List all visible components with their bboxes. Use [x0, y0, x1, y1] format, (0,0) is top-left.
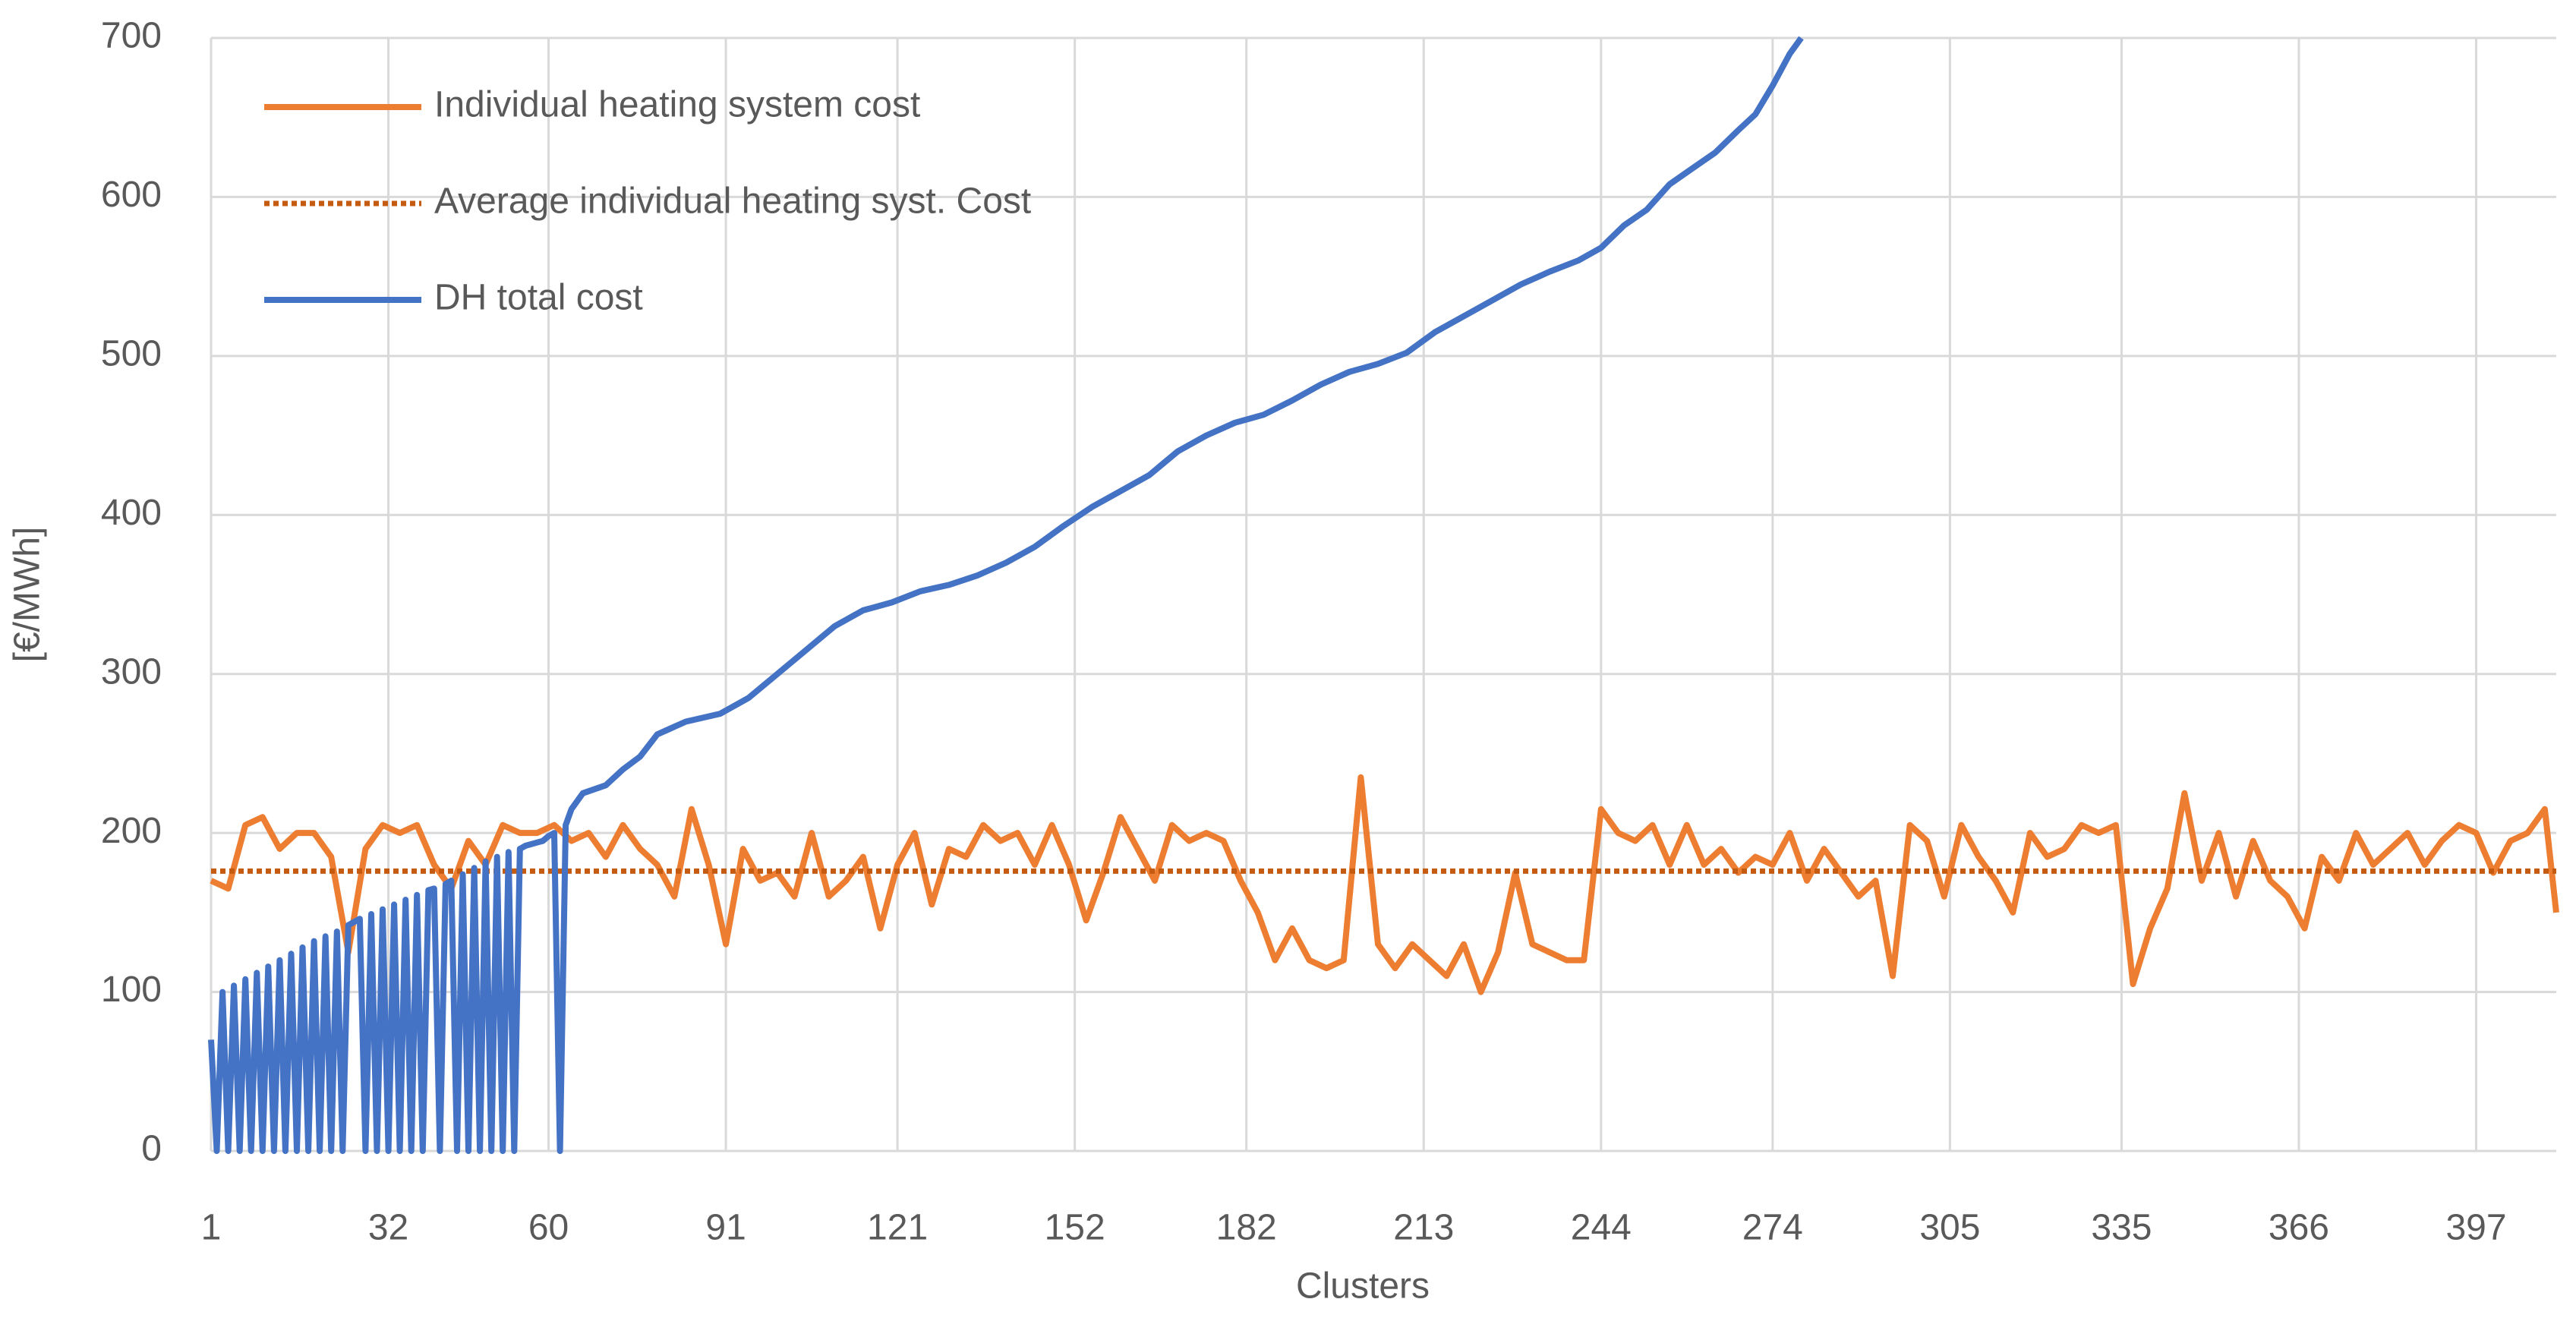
x-tick-label: 32	[368, 1208, 408, 1248]
y-tick-label: 0	[141, 1129, 162, 1169]
y-tick-label: 600	[101, 175, 162, 215]
y-tick-label: 200	[101, 811, 162, 851]
x-tick-label: 397	[2445, 1208, 2506, 1248]
x-axis-title: Clusters	[1296, 1266, 1430, 1307]
x-tick-label: 1	[201, 1208, 222, 1248]
x-tick-label: 305	[1919, 1208, 1980, 1248]
x-tick-label: 244	[1571, 1208, 1632, 1248]
x-tick-label: 152	[1045, 1208, 1105, 1248]
y-tick-label: 400	[101, 493, 162, 533]
legend-label: DH total cost	[434, 278, 643, 318]
y-tick-label: 700	[101, 16, 162, 56]
legend-label: Average individual heating syst. Cost	[434, 181, 1031, 222]
x-tick-label: 274	[1742, 1208, 1803, 1248]
y-axis-title: [€/MWh]	[8, 527, 48, 663]
x-tick-label: 366	[2269, 1208, 2329, 1248]
x-tick-label: 60	[528, 1208, 569, 1248]
x-tick-label: 121	[867, 1208, 928, 1248]
x-tick-label: 91	[705, 1208, 746, 1248]
x-tick-label: 335	[2091, 1208, 2152, 1248]
data-line	[208, 36, 1804, 1154]
legend-label: Individual heating system cost	[434, 85, 920, 125]
x-tick-label: 213	[1393, 1208, 1454, 1248]
y-tick-label: 300	[101, 651, 162, 692]
x-tick-label: 182	[1216, 1208, 1277, 1248]
y-tick-label: 100	[101, 970, 162, 1010]
y-tick-label: 500	[101, 334, 162, 374]
